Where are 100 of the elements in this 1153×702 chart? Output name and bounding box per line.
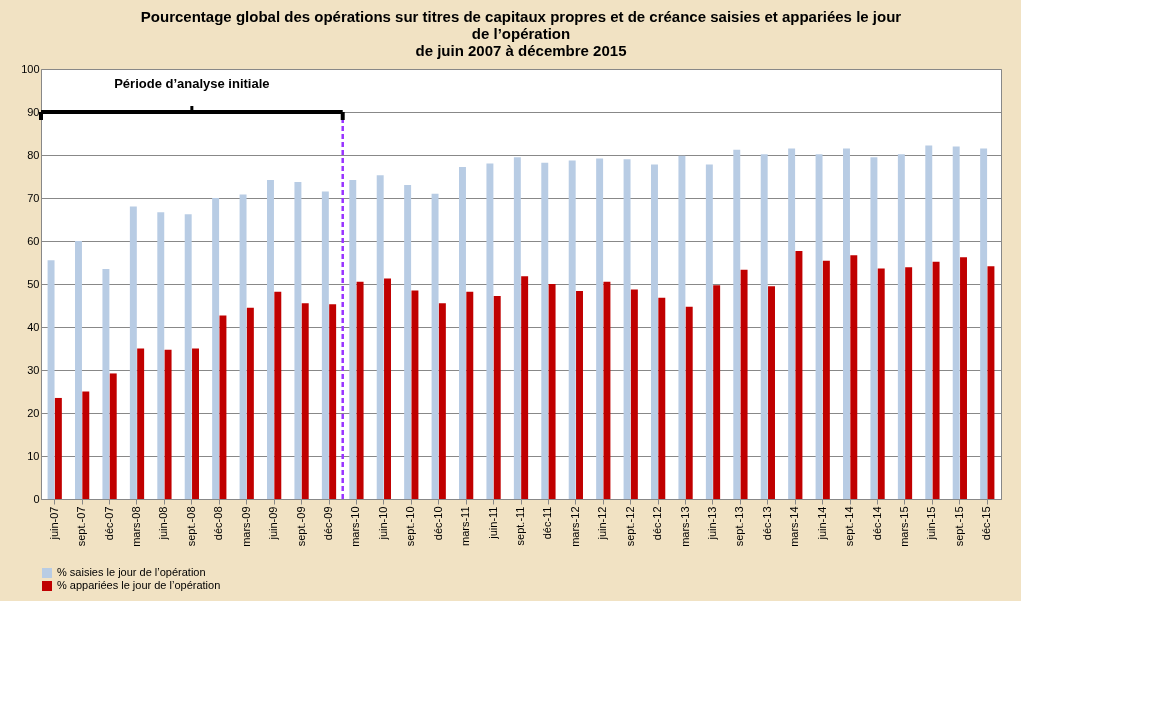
bar: [788, 148, 796, 499]
x-tick-label: juin-10: [376, 506, 389, 541]
bar: [897, 154, 905, 499]
text: de juin 2007 à décembre 2015: [415, 42, 627, 59]
text: de l’opération: [471, 25, 571, 42]
y-tick-label: 60: [27, 234, 40, 247]
bar: [164, 349, 172, 499]
bar: [54, 397, 62, 499]
bar: [877, 268, 885, 499]
bar: [356, 281, 364, 499]
y-tick-label: 80: [27, 148, 40, 161]
bar: [815, 154, 823, 499]
bar: [301, 303, 309, 499]
x-tick-label: juin-15: [925, 506, 938, 541]
bar: [795, 250, 803, 499]
x-tick-label: sept.-08: [184, 506, 197, 547]
x-tick-label: juin-07: [47, 506, 60, 541]
y-tick-label: 0: [33, 492, 40, 505]
legend-label: % appariées le jour de l’opération: [57, 579, 221, 591]
bar: [905, 267, 913, 499]
x-tick-label: sept.-10: [404, 506, 417, 547]
bar: [82, 391, 90, 499]
x-tick-label: sept.-09: [294, 506, 307, 547]
bar: [109, 373, 117, 499]
bar: [733, 149, 741, 499]
bar: [129, 206, 137, 499]
x-tick-label: sept.-14: [843, 506, 856, 547]
bar: [932, 261, 940, 499]
bar: [822, 260, 830, 499]
y-tick-label: 10: [27, 449, 40, 462]
x-tick-label: mars-12: [568, 506, 581, 547]
x-tick-label: déc-14: [870, 506, 883, 541]
bar: [760, 154, 768, 499]
x-tick-label: mars-13: [678, 506, 691, 547]
bar: [658, 297, 666, 499]
bar: [850, 255, 858, 499]
bar: [596, 158, 604, 499]
bar: [239, 194, 247, 499]
bar: [466, 291, 474, 499]
bar: [925, 145, 933, 499]
bar: [459, 167, 466, 499]
annotation: Période d’analyse initiale: [114, 76, 270, 91]
bar: [740, 269, 748, 499]
bar: [843, 148, 850, 499]
bar: [267, 179, 274, 499]
x-tick-label: sept.-15: [952, 506, 965, 547]
x-tick-label: juin-13: [706, 506, 718, 541]
bar: [184, 214, 192, 499]
bar: [438, 303, 446, 499]
x-tick-label: déc-12: [651, 506, 664, 541]
bar: [486, 163, 494, 499]
bar: [980, 148, 988, 499]
y-tick-label: 100: [21, 62, 40, 75]
x-tick-label: juin-08: [157, 506, 170, 541]
y-tick-label: 70: [27, 191, 40, 204]
bar: [102, 268, 110, 499]
bar: [548, 284, 556, 499]
bar: [192, 348, 199, 499]
x-tick-label: juin-11: [486, 506, 499, 540]
bar: [47, 260, 55, 499]
bar: [274, 291, 282, 499]
bar: [321, 191, 329, 499]
bar: [349, 179, 357, 499]
legend-label: % saisies le jour de l’opération: [57, 566, 206, 578]
x-tick-label: sept.-07: [75, 506, 88, 547]
x-tick-label: mars-11: [459, 506, 472, 547]
bar: [603, 281, 611, 499]
bar: [713, 285, 721, 499]
x-tick-label: déc-11: [541, 506, 554, 540]
x-tick-label: mars-10: [349, 506, 362, 547]
x-tick-label: déc-15: [980, 506, 993, 541]
bar: [294, 182, 302, 499]
x-tick-label: sept.-13: [733, 506, 746, 547]
y-tick-label: 30: [27, 363, 40, 376]
bar: [75, 241, 82, 499]
bar: [678, 155, 686, 499]
y-tick-label: 40: [27, 320, 40, 333]
y-tick-label: 20: [27, 406, 40, 419]
x-tick-label: déc-07: [102, 506, 115, 541]
bar: [219, 315, 227, 499]
y-tick-label: 90: [27, 105, 40, 118]
bar: [705, 164, 713, 499]
bar: [212, 198, 220, 499]
bar: [376, 175, 384, 499]
bar: [431, 193, 439, 499]
x-tick-label: mars-14: [788, 506, 801, 547]
x-tick-label: déc-10: [431, 506, 444, 541]
bar: [521, 276, 529, 499]
bar: [870, 157, 878, 499]
bar: [630, 289, 638, 499]
bar: [987, 266, 995, 499]
bar: [411, 290, 419, 499]
bar: [329, 304, 337, 499]
x-tick-label: déc-08: [212, 506, 225, 541]
text: Pourcentage global des opérations sur titres de capitaux propres et de créance saisies et appariées le jour: [140, 8, 902, 25]
bar: [960, 257, 967, 499]
x-tick-label: sept.-12: [623, 506, 636, 547]
x-tick-label: déc-13: [760, 506, 773, 541]
bar: [384, 278, 391, 499]
bar: [137, 348, 145, 499]
